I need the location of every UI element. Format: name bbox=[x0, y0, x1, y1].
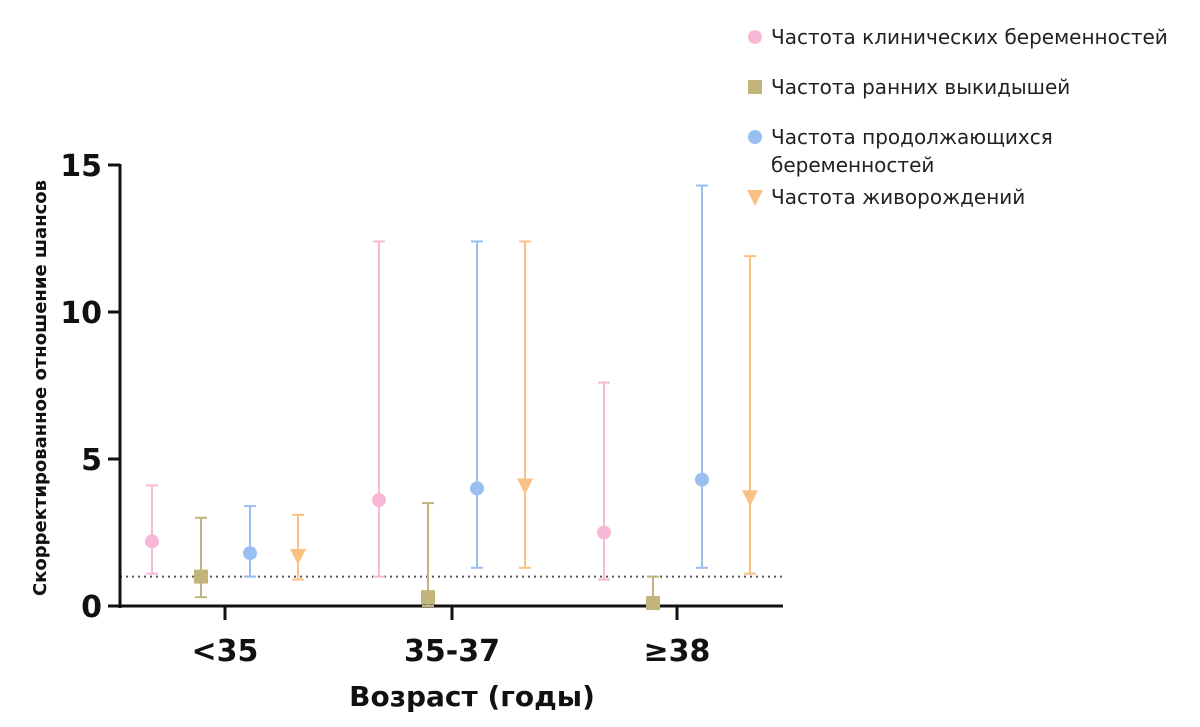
data-point bbox=[421, 590, 435, 605]
x-tick-label: ≥38 bbox=[644, 634, 711, 669]
x-axis-title: Возраст (годы) bbox=[349, 680, 595, 713]
legend-marker bbox=[747, 190, 763, 206]
data-point bbox=[470, 481, 484, 496]
legend: Частота клинических беременностей Частота… bbox=[747, 25, 1168, 209]
data-points bbox=[145, 472, 758, 611]
data-point bbox=[646, 596, 660, 611]
legend-label: Частота живорождений bbox=[771, 185, 1025, 209]
y-tick-label: 15 bbox=[60, 149, 102, 184]
y-tick-label: 0 bbox=[81, 590, 102, 625]
legend-label: беременностей bbox=[771, 153, 934, 177]
data-point bbox=[695, 472, 709, 487]
axes: 0 5 10 15 <35 35-37 ≥38 Возраст (годы) Скорректи… bbox=[30, 149, 783, 713]
data-point bbox=[597, 525, 611, 540]
data-point bbox=[372, 493, 386, 508]
data-point bbox=[243, 546, 257, 561]
legend-label: Частота ранних выкидышей bbox=[771, 75, 1070, 99]
data-point bbox=[145, 534, 159, 549]
x-tick-label: <35 bbox=[192, 634, 259, 669]
y-tick-label: 10 bbox=[60, 296, 102, 331]
data-point bbox=[194, 569, 208, 584]
legend-marker bbox=[748, 130, 762, 144]
y-tick-label: 5 bbox=[81, 443, 102, 478]
y-axis-title: Скорректированное отношение шансов bbox=[30, 180, 51, 596]
legend-marker bbox=[748, 80, 762, 94]
error-bars bbox=[146, 184, 756, 607]
data-point bbox=[517, 478, 533, 495]
data-point bbox=[742, 490, 758, 507]
legend-marker bbox=[748, 30, 762, 44]
x-tick-label: 35-37 bbox=[404, 634, 500, 669]
legend-label: Частота клинических беременностей bbox=[771, 25, 1168, 49]
legend-label: Частота продолжающихся bbox=[771, 125, 1053, 149]
data-point bbox=[290, 549, 306, 566]
